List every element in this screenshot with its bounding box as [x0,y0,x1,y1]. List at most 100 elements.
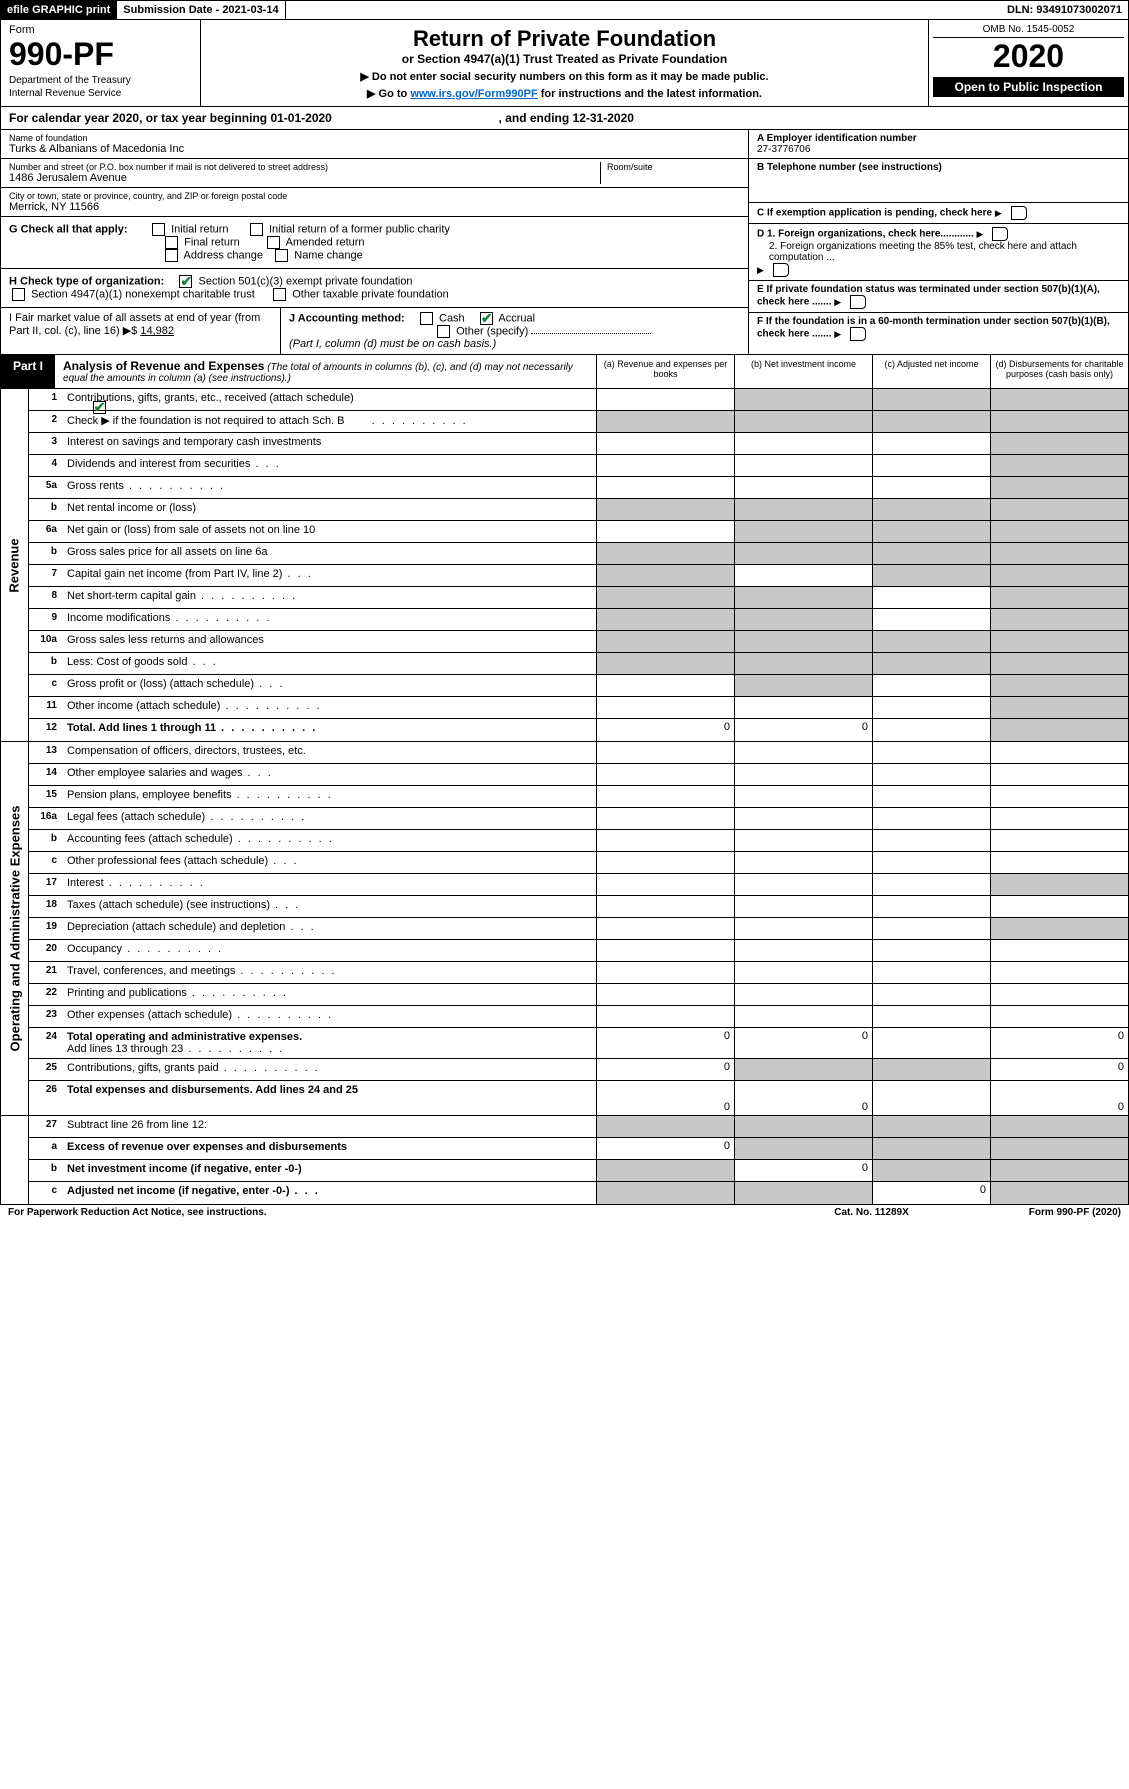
dln: DLN: 93491073002071 [1001,1,1128,19]
room-label: Room/suite [607,162,740,172]
g-initial-former: Initial return of a former public charit… [269,223,450,235]
row-27: 27Subtract line 26 from line 12: [29,1116,1128,1138]
cb-85pct-test[interactable] [773,263,789,277]
cb-other-method[interactable] [437,325,450,338]
address-label: Number and street (or P.O. box number if… [9,162,600,172]
j-cash: Cash [439,312,465,324]
tax-year: 2020 [933,38,1124,75]
g-row: G Check all that apply: Initial return I… [1,217,748,269]
row-3: 3Interest on savings and temporary cash … [29,433,1128,455]
city-value: Merrick, NY 11566 [9,201,740,213]
part1-header: Part I Analysis of Revenue and Expenses … [1,355,596,388]
form-header: Form 990-PF Department of the Treasury I… [0,20,1129,107]
efile-label: efile GRAPHIC print [1,1,117,19]
g-initial: Initial return [171,223,228,235]
cb-final-return[interactable] [165,236,178,249]
row-25: 25Contributions, gifts, grants paid00 [29,1059,1128,1081]
row-17: 17Interest [29,874,1128,896]
row-14: 14Other employee salaries and wages [29,764,1128,786]
row-10a: 10aGross sales less returns and allowanc… [29,631,1128,653]
ein-value: 27-3776706 [757,144,810,155]
part1-title: Analysis of Revenue and Expenses [63,359,264,373]
d2-text: 2. Foreign organizations meeting the 85%… [757,241,1120,263]
f-text: F If the foundation is in a 60-month ter… [757,316,1110,340]
info-right: A Employer identification number 27-3776… [748,130,1128,354]
calendar-year-row: For calendar year 2020, or tax year begi… [0,107,1129,130]
line27-table: 27Subtract line 26 from line 12: aExcess… [0,1116,1129,1205]
form-number: 990-PF [9,36,192,73]
row-2: 2Check ▶ if the foundation is not requir… [29,411,1128,433]
val-12a: 0 [596,719,734,741]
row-8: 8Net short-term capital gain [29,587,1128,609]
ij-row: I Fair market value of all assets at end… [1,308,748,354]
g-name: Name change [294,249,363,261]
h-other: Other taxable private foundation [292,288,449,300]
row-24: 24Total operating and administrative exp… [29,1028,1128,1059]
irs-link[interactable]: www.irs.gov/Form990PF [410,88,537,100]
note-post: for instructions and the latest informat… [541,88,762,100]
val-27a: 0 [596,1138,734,1159]
open-inspection: Open to Public Inspection [933,77,1124,97]
page-footer: For Paperwork Reduction Act Notice, see … [0,1205,1129,1220]
info-left: Name of foundation Turks & Albanians of … [1,130,748,354]
cb-initial-former[interactable] [250,223,263,236]
part1-header-row: Part I Analysis of Revenue and Expenses … [0,355,1129,389]
col-a-header: (a) Revenue and expenses per books [596,355,734,388]
cb-exemption-pending[interactable] [1011,206,1027,220]
cb-other-taxable[interactable] [273,288,286,301]
cb-60month[interactable] [850,327,866,341]
cal-begin: 01-01-2020 [270,111,331,125]
row-20: 20Occupancy [29,940,1128,962]
row-16c: cOther professional fees (attach schedul… [29,852,1128,874]
header-right: OMB No. 1545-0052 2020 Open to Public In… [928,20,1128,106]
cb-initial-return[interactable] [152,223,165,236]
line27-rows: 27Subtract line 26 from line 12: aExcess… [29,1116,1128,1204]
g-addr: Address change [184,249,264,261]
revenue-table: Revenue 1Contributions, gifts, grants, e… [0,389,1129,742]
row2-text: Check ▶ if the foundation is not require… [67,415,345,427]
cb-4947[interactable] [12,288,25,301]
row-27b: bNet investment income (if negative, ent… [29,1160,1128,1182]
row-16a: 16aLegal fees (attach schedule) [29,808,1128,830]
top-bar: efile GRAPHIC print Submission Date - 20… [0,0,1129,20]
row-5a: 5aGross rents [29,477,1128,499]
val-12b: 0 [734,719,872,741]
expenses-table: Operating and Administrative Expenses 13… [0,742,1129,1116]
cb-terminated[interactable] [850,295,866,309]
cb-name-change[interactable] [275,249,288,262]
note-ssn: ▶ Do not enter social security numbers o… [209,70,920,83]
val-27c: 0 [872,1182,990,1204]
h-501: Section 501(c)(3) exempt private foundat… [199,275,413,287]
omb-number: OMB No. 1545-0052 [933,24,1124,38]
cb-cash[interactable] [420,312,433,325]
row-16b: bAccounting fees (attach schedule) [29,830,1128,852]
revenue-rows: 1Contributions, gifts, grants, etc., rec… [29,389,1128,741]
cb-501c3[interactable] [179,275,192,288]
dept-treasury: Department of the Treasury [9,75,192,86]
form-label: Form [9,24,192,36]
cb-address-change[interactable] [165,249,178,262]
g-amended: Amended return [286,236,365,248]
cal-mid: , and ending [499,111,573,125]
ein-cell: A Employer identification number 27-3776… [749,130,1128,159]
cb-sch-b[interactable] [93,401,106,414]
cb-accrual[interactable] [480,312,493,325]
val-26a: 0 [596,1081,734,1115]
form-title: Return of Private Foundation [209,26,920,52]
foundation-name-cell: Name of foundation Turks & Albanians of … [1,130,748,159]
i-value: 14,982 [140,325,174,337]
col-d-header: (d) Disbursements for charitable purpose… [990,355,1128,388]
arrow-icon [977,229,986,240]
e-cell: E If private foundation status was termi… [749,281,1128,313]
arrow-icon [995,208,1004,219]
form-subtitle: or Section 4947(a)(1) Trust Treated as P… [209,52,920,66]
g-label: G Check all that apply: [9,223,128,235]
row-13: 13Compensation of officers, directors, t… [29,742,1128,764]
row24-sub: Add lines 13 through 23 [67,1043,284,1055]
cb-foreign-org[interactable] [992,227,1008,241]
cal-pre: For calendar year 2020, or tax year begi… [9,111,270,125]
c-text: C If exemption application is pending, c… [757,208,992,219]
cb-amended-return[interactable] [267,236,280,249]
val-26d: 0 [990,1081,1128,1115]
row-26: 26Total expenses and disbursements. Add … [29,1081,1128,1115]
